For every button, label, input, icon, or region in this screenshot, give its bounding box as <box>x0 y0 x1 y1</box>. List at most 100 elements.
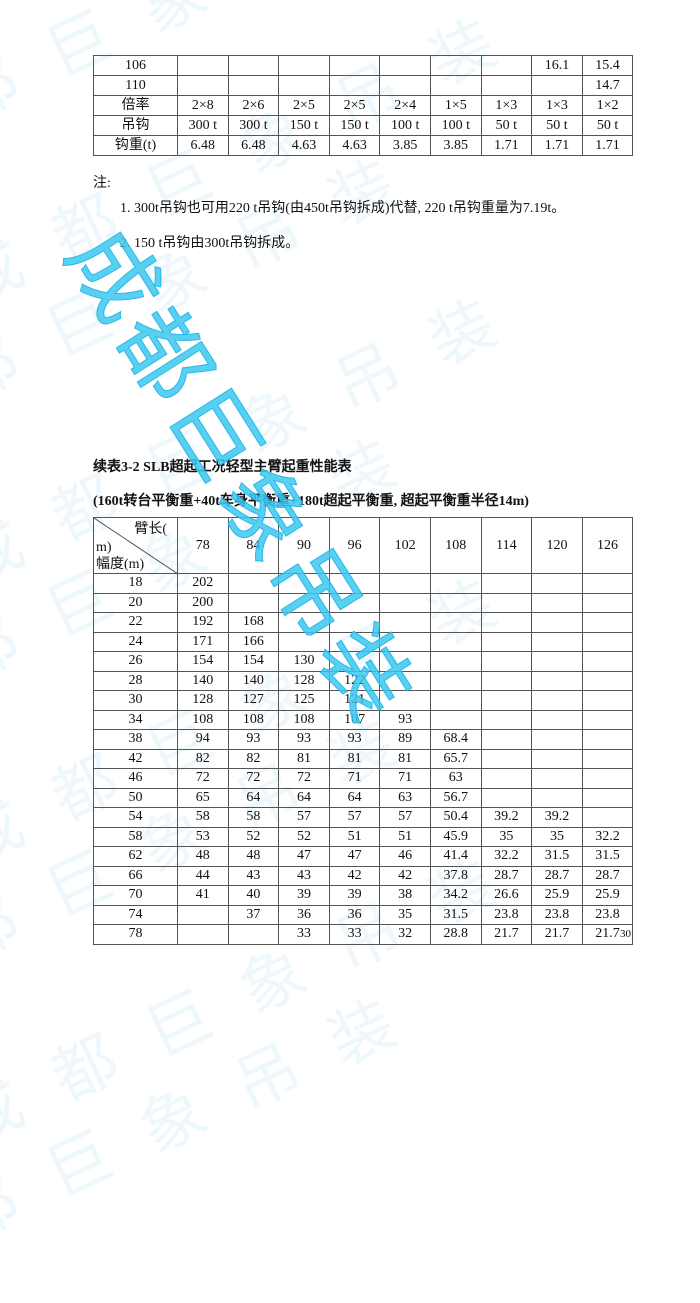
column-header: 102 <box>379 517 431 574</box>
table-cell <box>480 612 533 633</box>
table-cell: 52 <box>278 826 330 847</box>
table-cell <box>581 651 634 672</box>
table-cell: 51 <box>379 826 431 847</box>
table-cell <box>581 787 634 808</box>
table-cell: 21.7 <box>480 924 533 945</box>
table-cell: 1.71 <box>581 135 634 156</box>
row-label: 18 <box>93 573 178 594</box>
row-label: 30 <box>93 690 178 711</box>
row-label: 34 <box>93 709 178 730</box>
table-cell: 150 t <box>328 115 381 136</box>
corner-header-cell: 臂长( m) 幅度(m) <box>93 517 178 574</box>
background-watermark-row: 成都巨象吊装 <box>0 0 544 321</box>
table-cell <box>429 75 482 96</box>
row-label: 42 <box>93 748 178 769</box>
table-row: 30 128 127 125 121 <box>93 690 634 711</box>
table-cell <box>379 75 431 96</box>
table-cell: 33 <box>278 924 330 945</box>
table-cell <box>278 592 330 613</box>
hook-table: 106 16.1 15.4 110 14.7 倍率 2×8 2×6 2×5 2×5 2×4 1×5 1×… <box>93 55 634 156</box>
table-cell <box>328 75 381 96</box>
table-cell: 50.4 <box>429 807 482 828</box>
table-row: 74 37 36 36 35 31.5 23.8 23.8 23.8 <box>93 904 634 925</box>
table-cell <box>581 709 634 730</box>
table-cell: 1×2 <box>581 95 634 116</box>
table-cell <box>531 631 583 652</box>
table-cell <box>177 55 229 76</box>
table-cell <box>429 612 482 633</box>
table-row: 106 16.1 15.4 <box>93 55 634 76</box>
table-cell <box>227 924 280 945</box>
table-row: 110 14.7 <box>93 75 634 96</box>
table-cell <box>531 75 583 96</box>
column-header: 114 <box>480 517 533 574</box>
background-watermark-row: 成都巨象吊装 <box>0 969 444 1301</box>
table-cell: 43 <box>278 865 330 886</box>
row-label: 24 <box>93 631 178 652</box>
table-cell <box>227 55 280 76</box>
table-cell <box>177 904 229 925</box>
table-cell <box>581 807 634 828</box>
row-label: 倍率 <box>93 95 178 116</box>
table-cell <box>531 787 583 808</box>
table-cell <box>177 924 229 945</box>
page-number: 30 <box>620 928 631 940</box>
table-cell <box>480 787 533 808</box>
table-cell: 36 <box>328 904 381 925</box>
table-cell: 28.8 <box>429 924 482 945</box>
table-cell: 300 t <box>227 115 280 136</box>
table-cell <box>379 651 431 672</box>
column-header: 126 <box>581 517 634 574</box>
table-cell: 64 <box>328 787 381 808</box>
table-cell <box>531 651 583 672</box>
row-label: 78 <box>93 924 178 945</box>
table-cell: 23.8 <box>480 904 533 925</box>
diagonal-line <box>94 518 177 573</box>
table-cell <box>328 592 381 613</box>
row-label: 26 <box>93 651 178 672</box>
table-cell: 71 <box>328 768 381 789</box>
table-cell: 1×3 <box>531 95 583 116</box>
table-cell: 100 t <box>379 115 431 136</box>
table-cell: 2×5 <box>278 95 330 116</box>
table-cell: 46 <box>379 846 431 867</box>
table-cell <box>581 592 634 613</box>
table-cell: 154 <box>177 651 229 672</box>
table-cell: 36 <box>278 904 330 925</box>
table-cell: 93 <box>379 709 431 730</box>
table-cell: 23.8 <box>581 904 634 925</box>
table-cell: 72 <box>177 768 229 789</box>
table-cell: 32.2 <box>480 846 533 867</box>
table-cell <box>429 690 482 711</box>
table-cell: 125 <box>278 690 330 711</box>
table-cell: 25.9 <box>581 885 634 906</box>
table-cell <box>227 592 280 613</box>
column-header: 78 <box>177 517 229 574</box>
row-label: 74 <box>93 904 178 925</box>
notes-heading: 注: <box>93 176 111 191</box>
table-cell <box>531 748 583 769</box>
table-cell: 58 <box>177 807 229 828</box>
table-cell <box>278 612 330 633</box>
table-cell: 168 <box>227 612 280 633</box>
table-cell: 108 <box>227 709 280 730</box>
table-cell: 35 <box>379 904 431 925</box>
table-row: 66 44 43 43 42 42 37.8 28.7 28.7 28.7 <box>93 865 634 886</box>
table-cell: 57 <box>328 807 381 828</box>
table-cell: 41 <box>177 885 229 906</box>
table-cell <box>581 670 634 691</box>
table-cell: 37.8 <box>429 865 482 886</box>
table-cell: 21.7 <box>531 924 583 945</box>
table-cell: 63 <box>429 768 482 789</box>
table-cell: 64 <box>227 787 280 808</box>
table-cell <box>429 573 482 594</box>
table-cell: 41.4 <box>429 846 482 867</box>
table-cell: 1×5 <box>429 95 482 116</box>
table-cell: 1.71 <box>531 135 583 156</box>
table-cell: 26.6 <box>480 885 533 906</box>
table-cell <box>480 748 533 769</box>
table-cell <box>480 573 533 594</box>
table-row: 46 72 72 72 71 71 63 <box>93 768 634 789</box>
table-cell <box>531 612 583 633</box>
table-cell <box>429 651 482 672</box>
